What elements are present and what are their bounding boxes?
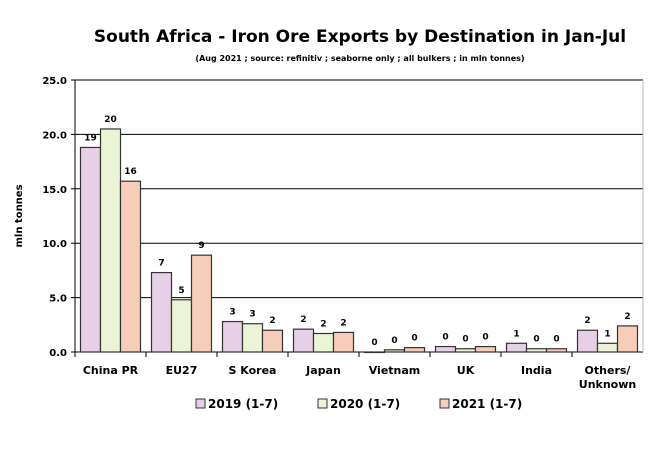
x-tick-label: China PR (83, 364, 139, 377)
bar (363, 351, 386, 354)
bar (545, 348, 568, 353)
legend-label: 2020 (1-7) (330, 397, 400, 411)
data-label: 0 (462, 335, 468, 345)
data-label: 1 (604, 329, 610, 339)
bar (241, 323, 264, 353)
x-tick-label: Vietnam (369, 364, 421, 377)
y-tick-label: 20.0 (42, 130, 67, 141)
data-label: 0 (533, 335, 539, 345)
bar (221, 320, 244, 353)
bar (150, 271, 173, 353)
data-label: 0 (411, 334, 417, 344)
x-tick-label: EU27 (166, 364, 198, 377)
bar (261, 329, 284, 353)
data-label: 2 (584, 316, 590, 326)
bar (190, 254, 213, 353)
data-label: 0 (391, 336, 397, 346)
data-label: 2 (320, 320, 326, 330)
data-label: 19 (84, 133, 97, 143)
y-tick-label: 10.0 (42, 239, 67, 250)
y-axis-label: mln tonnes (14, 184, 25, 247)
data-label: 5 (178, 286, 184, 296)
data-label: 2 (300, 315, 306, 325)
legend-swatch (317, 398, 328, 409)
bar (454, 348, 477, 353)
bar (403, 347, 426, 353)
data-label: 2 (624, 312, 630, 322)
bar (292, 328, 315, 353)
bar (434, 345, 457, 353)
data-label: 0 (442, 333, 448, 343)
bar (79, 146, 102, 353)
data-label: 0 (553, 335, 559, 345)
bar (170, 299, 193, 353)
x-tick-label: Unknown (579, 378, 636, 391)
data-label: 20 (104, 115, 117, 125)
y-tick-label: 25.0 (42, 76, 67, 87)
chart-subtitle: (Aug 2021 ; source: refinitiv ; seaborne… (195, 54, 524, 63)
y-tick-label: 5.0 (49, 294, 67, 305)
bar (576, 329, 599, 353)
bar (332, 331, 355, 353)
bar (474, 345, 497, 353)
bar (616, 325, 639, 353)
data-label: 3 (229, 308, 235, 318)
bar (525, 348, 548, 353)
chart-title: South Africa - Iron Ore Exports by Desti… (94, 27, 626, 47)
x-tick-label: India (521, 364, 552, 377)
y-tick-label: 0.0 (49, 348, 67, 359)
data-label: 7 (158, 259, 164, 269)
legend-label: 2021 (1-7) (452, 397, 522, 411)
data-label: 9 (198, 241, 204, 251)
data-label: 0 (482, 333, 488, 343)
bar (596, 342, 619, 353)
data-label: 2 (269, 316, 275, 326)
data-label: 0 (371, 338, 377, 348)
data-label: 3 (249, 310, 255, 320)
bar (99, 128, 122, 353)
bar (312, 332, 335, 353)
x-tick-label: S Korea (229, 364, 277, 377)
data-label: 16 (124, 167, 137, 177)
data-label: 1 (513, 329, 519, 339)
x-tick-label: UK (457, 364, 475, 377)
y-tick-label: 15.0 (42, 185, 67, 196)
legend-label: 2019 (1-7) (208, 397, 278, 411)
legend-swatch (439, 398, 450, 409)
legend-swatch (195, 398, 206, 409)
data-label: 2 (340, 318, 346, 328)
bar (383, 349, 406, 353)
bar (119, 180, 142, 353)
bar (505, 342, 528, 353)
x-tick-label: Japan (305, 364, 341, 377)
x-tick-label: Others/ (585, 364, 632, 377)
